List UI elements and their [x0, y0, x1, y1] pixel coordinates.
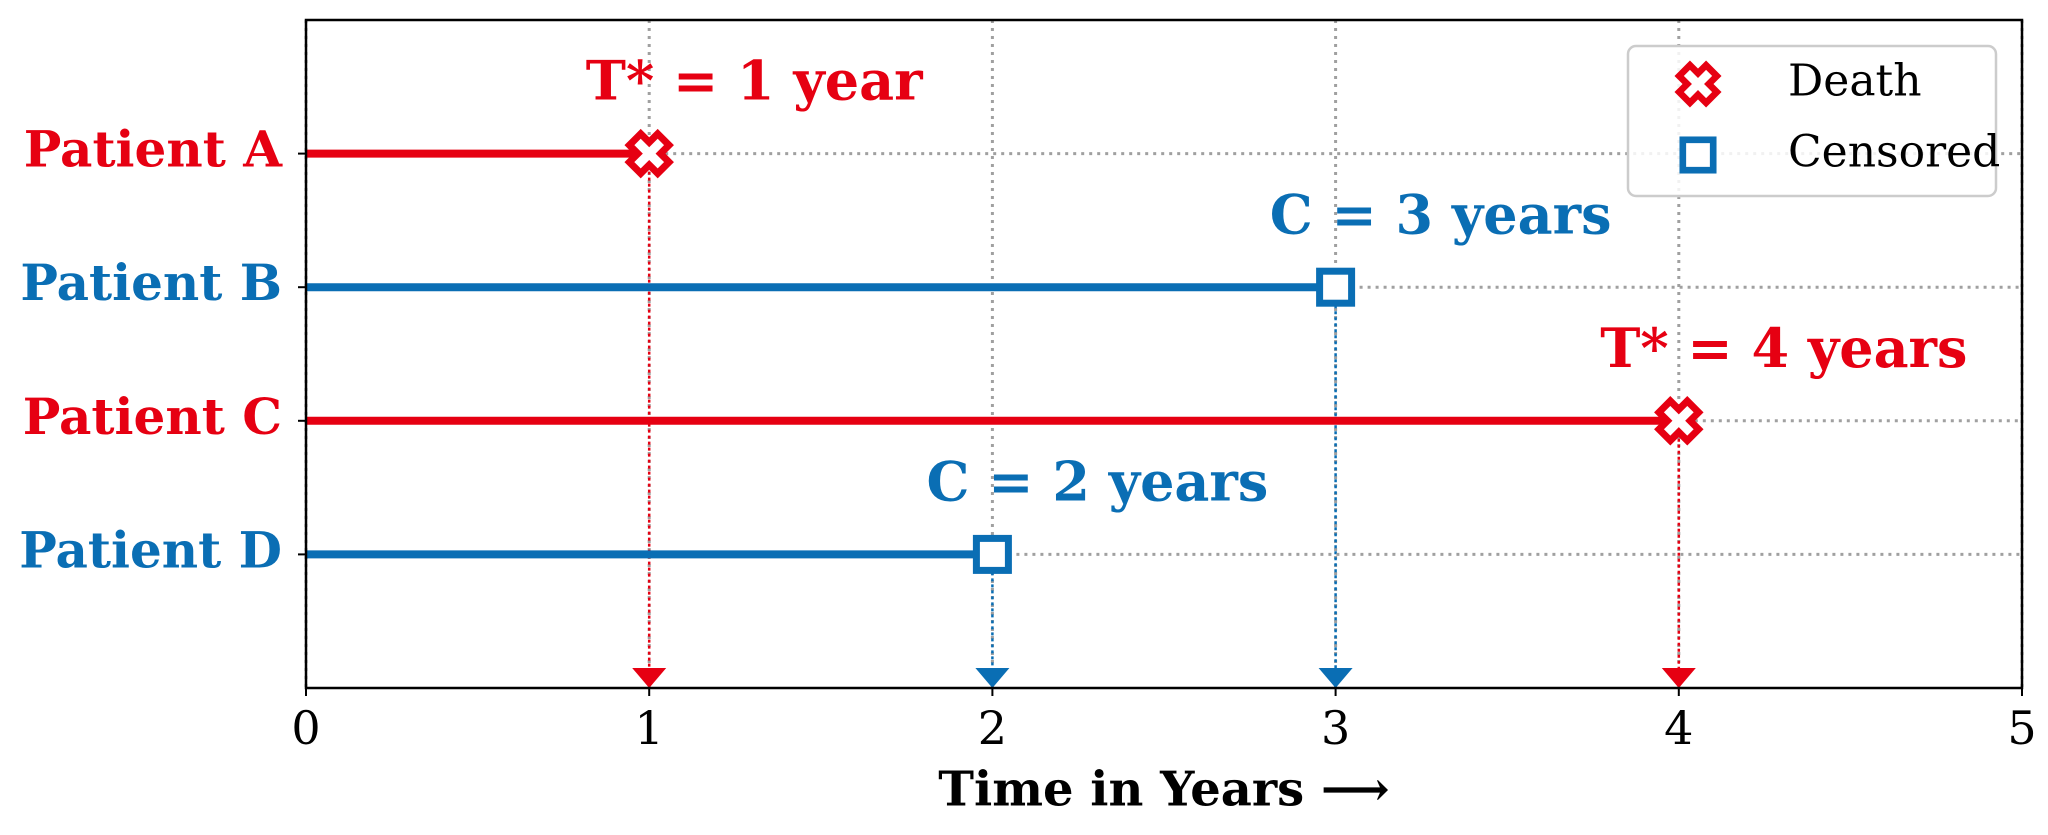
annotation: C = 3 years [1270, 182, 1612, 246]
censored-marker [1316, 267, 1356, 307]
annotation: T* = 1 year [586, 49, 923, 113]
x-tick-label: 5 [2007, 701, 2036, 755]
drop-arrow [1318, 668, 1353, 688]
annotation: C = 2 years [927, 449, 1269, 513]
x-tick-label: 4 [1664, 701, 1693, 755]
patient-label: Patient C [23, 387, 282, 446]
drop-arrow [632, 668, 667, 688]
x-tick-label: 0 [291, 701, 320, 755]
patient-label: Patient B [20, 253, 282, 312]
legend-marker [1679, 136, 1717, 174]
x-tick-label: 3 [1321, 701, 1350, 755]
x-axis-label: Time in Years ⟶ [938, 762, 1389, 818]
drop-arrow [975, 668, 1010, 688]
drop-arrow [1661, 668, 1696, 688]
death-marker [624, 128, 674, 179]
legend-box [1626, 44, 1998, 198]
legend-label: Censored [1788, 127, 2000, 178]
legend-marker [1674, 60, 1722, 108]
patient-label: Patient A [24, 120, 283, 179]
death-marker [1654, 396, 1704, 446]
censored-marker [972, 534, 1012, 574]
x-tick-label: 2 [978, 701, 1007, 755]
x-tick-label: 1 [635, 701, 664, 755]
legend-label: Death [1788, 56, 1922, 107]
plot-frame [304, 18, 2024, 690]
annotation: T* = 4 years [1600, 316, 1967, 380]
patient-label: Patient D [19, 520, 282, 579]
